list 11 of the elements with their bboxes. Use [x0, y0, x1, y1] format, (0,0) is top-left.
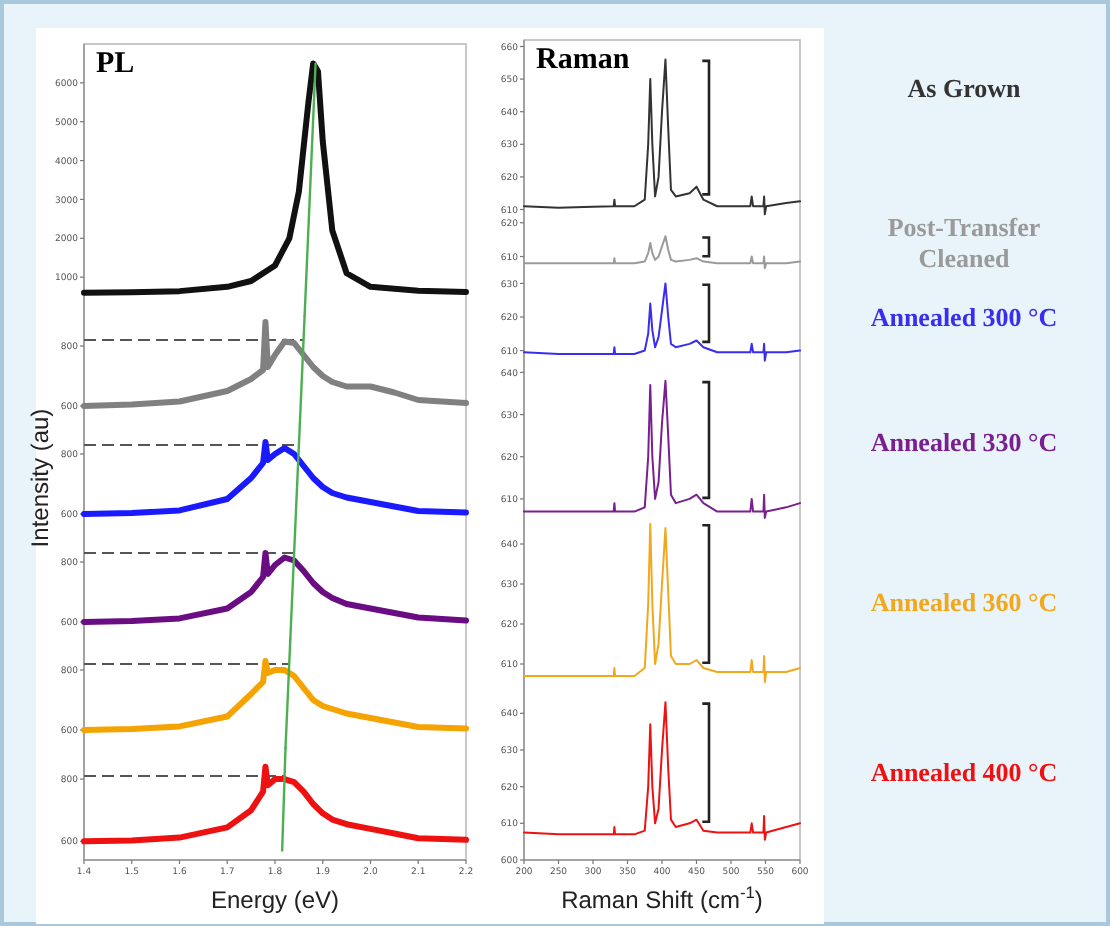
text: Annealed 330 °C [870, 427, 1058, 458]
text: Annealed 300 °C [870, 302, 1058, 333]
y-axis-title: Intensity (au) [26, 408, 54, 548]
chart-title: Raman [536, 44, 631, 76]
x-axis-title: Raman Shift (cm$^{-1}$) [561, 882, 763, 914]
chart-title: PL [96, 48, 135, 80]
text: As Grown [907, 73, 1022, 104]
text: Post-Transfer Cleaned [887, 212, 1041, 274]
text: Annealed 360 °C [870, 587, 1058, 618]
x-axis-title: Energy (eV) [210, 886, 340, 914]
text: Annealed 400 °C [870, 757, 1058, 788]
